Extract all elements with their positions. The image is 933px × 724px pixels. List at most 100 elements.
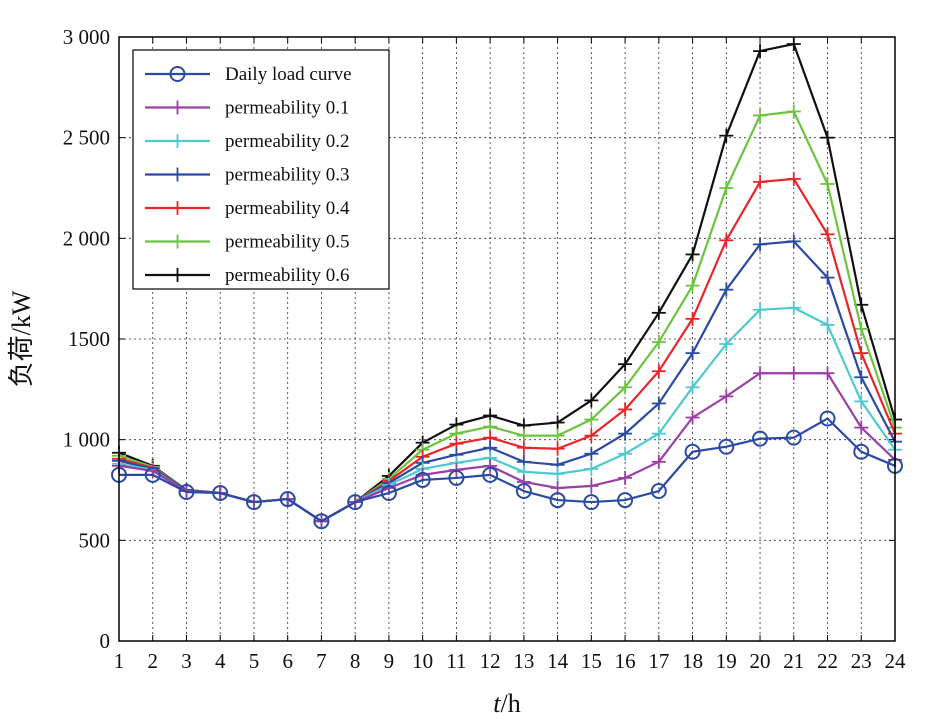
y-tick-label: 2 500: [63, 126, 110, 150]
legend-marker: [170, 134, 185, 148]
data-point: [550, 466, 565, 481]
data-point: [719, 233, 734, 248]
data-point: [685, 380, 700, 395]
data-point: [854, 321, 869, 336]
data-point: [618, 380, 633, 395]
data-point: [820, 130, 835, 145]
data-point: [820, 317, 835, 332]
data-point: [820, 176, 835, 191]
y-tick-label: 1500: [68, 327, 110, 351]
data-point: [617, 492, 634, 509]
data-point: [584, 461, 599, 476]
x-tick-label: 1: [114, 649, 125, 673]
x-tick-label: 11: [446, 649, 466, 673]
data-point: [786, 171, 801, 186]
data-point: [854, 370, 869, 385]
series-2: [112, 300, 902, 529]
data-point: [380, 485, 397, 502]
x-tick-label: 20: [750, 649, 771, 673]
legend-entry: Daily load curve: [145, 64, 352, 85]
data-point: [651, 454, 666, 469]
y-tick-label: 1 000: [63, 428, 110, 452]
y-tick-label: 500: [79, 528, 111, 552]
data-point: [819, 410, 836, 427]
legend-label: permeability 0.2: [225, 131, 350, 152]
data-point: [482, 466, 499, 483]
data-point: [685, 346, 700, 361]
data-point: [685, 247, 700, 262]
legend-marker: [170, 201, 185, 215]
x-tick-label: 18: [682, 649, 703, 673]
x-tick-label: 19: [716, 649, 737, 673]
legend-marker: [170, 234, 185, 249]
data-point: [753, 237, 768, 252]
y-tick-label: 0: [100, 629, 111, 653]
x-tick-label: 13: [513, 649, 534, 673]
x-tick-label: 8: [350, 649, 361, 673]
y-axis-label: 负荷/kW: [7, 290, 36, 387]
legend-marker: [169, 66, 186, 82]
data-point: [854, 394, 869, 409]
data-point: [786, 366, 801, 381]
legend-label: permeability 0.3: [225, 165, 350, 186]
data-point: [584, 446, 599, 461]
data-point: [651, 305, 666, 320]
data-point: [853, 443, 870, 460]
x-tick-label: 3: [181, 649, 192, 673]
data-point: [618, 470, 633, 485]
data-point: [550, 428, 565, 443]
data-point: [313, 513, 330, 530]
data-point: [718, 438, 735, 455]
x-tick-label: 22: [817, 649, 838, 673]
data-point: [584, 428, 599, 443]
data-point: [651, 396, 666, 411]
data-point: [753, 366, 768, 381]
legend-label: permeability 0.1: [225, 98, 350, 119]
legend-label: permeability 0.6: [225, 265, 350, 286]
legend-entry: permeability 0.6: [145, 265, 350, 286]
data-point: [752, 430, 769, 447]
x-tick-label: 10: [412, 649, 433, 673]
legend-entry: permeability 0.4: [145, 198, 350, 219]
data-point: [685, 311, 700, 326]
legend-entry: permeability 0.5: [145, 232, 350, 253]
data-point: [584, 393, 599, 408]
data-point: [618, 402, 633, 417]
legend-label: permeability 0.4: [225, 198, 350, 219]
data-point: [719, 128, 734, 143]
data-point: [684, 443, 701, 460]
data-point: [549, 492, 566, 509]
data-point: [651, 335, 666, 350]
series-line: [118, 306, 896, 523]
x-tick-label: 9: [384, 649, 395, 673]
data-point: [584, 412, 599, 427]
x-tick-label: 7: [316, 649, 327, 673]
data-point: [753, 302, 768, 317]
data-point: [753, 108, 768, 123]
series-line: [119, 417, 896, 523]
data-point: [516, 474, 531, 489]
data-point: [785, 429, 802, 446]
y-tick-label: 3 000: [63, 25, 110, 49]
data-point: [854, 420, 869, 435]
data-point: [786, 234, 801, 249]
data-point: [550, 441, 565, 456]
x-tick-label: 15: [581, 649, 602, 673]
data-point: [414, 471, 431, 488]
data-point: [618, 357, 633, 372]
data-point: [449, 462, 464, 477]
x-tick-label: 17: [648, 649, 669, 673]
data-point: [719, 389, 734, 404]
legend-entry: permeability 0.3: [145, 165, 350, 186]
data-point: [347, 494, 364, 511]
data-point: [719, 337, 734, 352]
data-point: [820, 270, 835, 285]
x-tick-label: 16: [615, 649, 636, 673]
legend-entry: permeability 0.2: [145, 131, 350, 152]
legend-label: Daily load curve: [225, 64, 352, 85]
data-point: [583, 494, 600, 511]
x-axis-label: t/h: [493, 689, 520, 718]
data-point: [584, 478, 599, 493]
data-point: [719, 282, 734, 297]
